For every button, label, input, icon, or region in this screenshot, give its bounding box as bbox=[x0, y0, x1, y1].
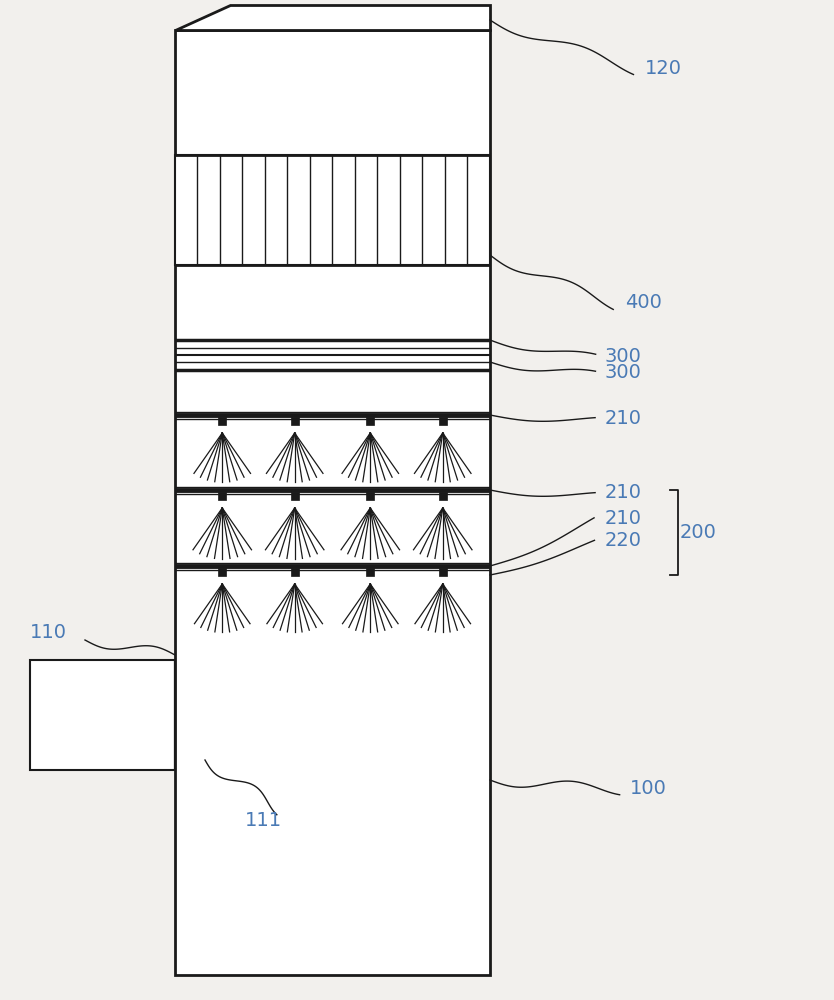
Bar bbox=[175, 155, 490, 265]
Text: 111: 111 bbox=[245, 810, 282, 830]
Text: 210: 210 bbox=[605, 484, 642, 502]
Text: 400: 400 bbox=[625, 294, 662, 312]
Bar bbox=[291, 568, 299, 576]
Bar bbox=[219, 492, 226, 500]
Text: 210: 210 bbox=[605, 408, 642, 428]
Text: 100: 100 bbox=[630, 778, 667, 798]
Bar bbox=[366, 417, 374, 425]
Bar bbox=[439, 417, 447, 425]
Text: 220: 220 bbox=[605, 530, 642, 550]
Bar bbox=[439, 492, 447, 500]
Bar bbox=[291, 417, 299, 425]
Text: 300: 300 bbox=[605, 347, 642, 365]
Polygon shape bbox=[175, 5, 490, 30]
Bar bbox=[219, 417, 226, 425]
Bar bbox=[219, 568, 226, 576]
Bar bbox=[439, 568, 447, 576]
Text: 210: 210 bbox=[605, 508, 642, 528]
Text: 300: 300 bbox=[605, 363, 642, 382]
Text: 120: 120 bbox=[645, 58, 682, 78]
Bar bbox=[175, 30, 490, 975]
Text: 110: 110 bbox=[30, 622, 67, 642]
Bar bbox=[366, 492, 374, 500]
Bar bbox=[291, 492, 299, 500]
Text: 200: 200 bbox=[680, 522, 717, 542]
Bar bbox=[366, 568, 374, 576]
Bar bbox=[30, 660, 175, 770]
